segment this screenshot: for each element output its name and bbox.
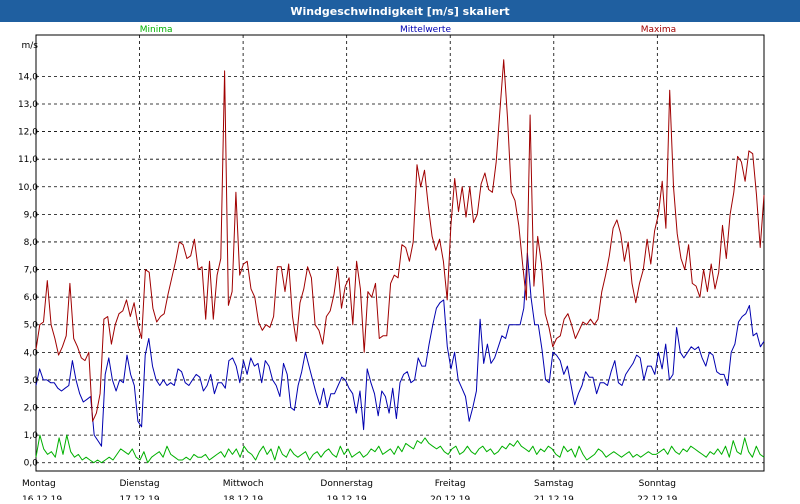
x-tick-date: 19.12.19 (327, 495, 367, 500)
window-title: Windgeschwindigkeit [m/s] skaliert (0, 0, 800, 22)
y-tick-label: 8,0 (24, 238, 39, 248)
chart-area: m/s 0,0 1,0 2,0 3,0 4,0 5,0 6,0 7,0 8,0 9,0 10,0 11… (0, 22, 800, 504)
x-tick-date: 20.12.19 (430, 495, 470, 500)
x-tick-date: 22.12.19 (637, 495, 677, 500)
y-tick-label: 5,0 (24, 321, 39, 331)
y-tick-label: 3,0 (24, 376, 39, 386)
x-tick-day: Donnerstag (320, 479, 373, 489)
y-tick-label: 14,0 (18, 72, 38, 82)
legend-entry-minima: Minima (140, 25, 173, 35)
x-tick-day: Freitag (435, 479, 466, 489)
x-tick-date: 18.12.19 (223, 495, 263, 500)
x-tick-day: Dienstag (119, 479, 159, 489)
x-tick-day: Sonntag (639, 479, 676, 489)
x-tick-day: Samstag (534, 479, 573, 489)
y-tick-label: 2,0 (24, 404, 39, 414)
y-tick-label: 12,0 (18, 128, 38, 138)
x-tick-date: 16.12.19 (22, 495, 62, 500)
x-tick-day: Mittwoch (223, 479, 264, 489)
plot-frame (35, 34, 765, 472)
y-tick-label: 9,0 (24, 210, 39, 220)
y-tick-label: 11,0 (18, 155, 38, 165)
y-axis-unit: m/s (22, 41, 39, 51)
y-tick-label: 4,0 (24, 348, 39, 358)
x-tick-date: 21.12.19 (534, 495, 574, 500)
series-line-mittelwerte (35, 252, 765, 447)
series-line-minima (35, 434, 765, 464)
legend-entry-mittelwerte: Mittelwerte (400, 25, 451, 35)
y-tick-label: 10,0 (18, 183, 38, 193)
y-axis: m/s 0,0 1,0 2,0 3,0 4,0 5,0 6,0 7,0 8,0 9,0 10,0 11… (18, 41, 38, 469)
series-lines (35, 59, 765, 464)
series-line-maxima (35, 59, 765, 422)
grid (36, 35, 764, 471)
x-tick-day: Montag (22, 479, 56, 489)
x-axis: Montag 16.12.19 Dienstag 17.12.19 Mittwoch 18… (22, 479, 678, 504)
legend-entry-maxima: Maxima (641, 25, 676, 35)
y-tick-label: 0,0 (24, 459, 39, 469)
y-tick-label: 7,0 (24, 266, 39, 276)
legend: Minima Mittelwerte Maxima (140, 25, 676, 35)
x-tick-date: 17.12.19 (120, 495, 160, 500)
y-tick-label: 6,0 (24, 293, 39, 303)
wind-speed-chart: m/s 0,0 1,0 2,0 3,0 4,0 5,0 6,0 7,0 8,0 9,0 10,0 11… (18, 25, 765, 504)
y-tick-label: 13,0 (18, 100, 38, 110)
y-tick-label: 1,0 (24, 431, 39, 441)
